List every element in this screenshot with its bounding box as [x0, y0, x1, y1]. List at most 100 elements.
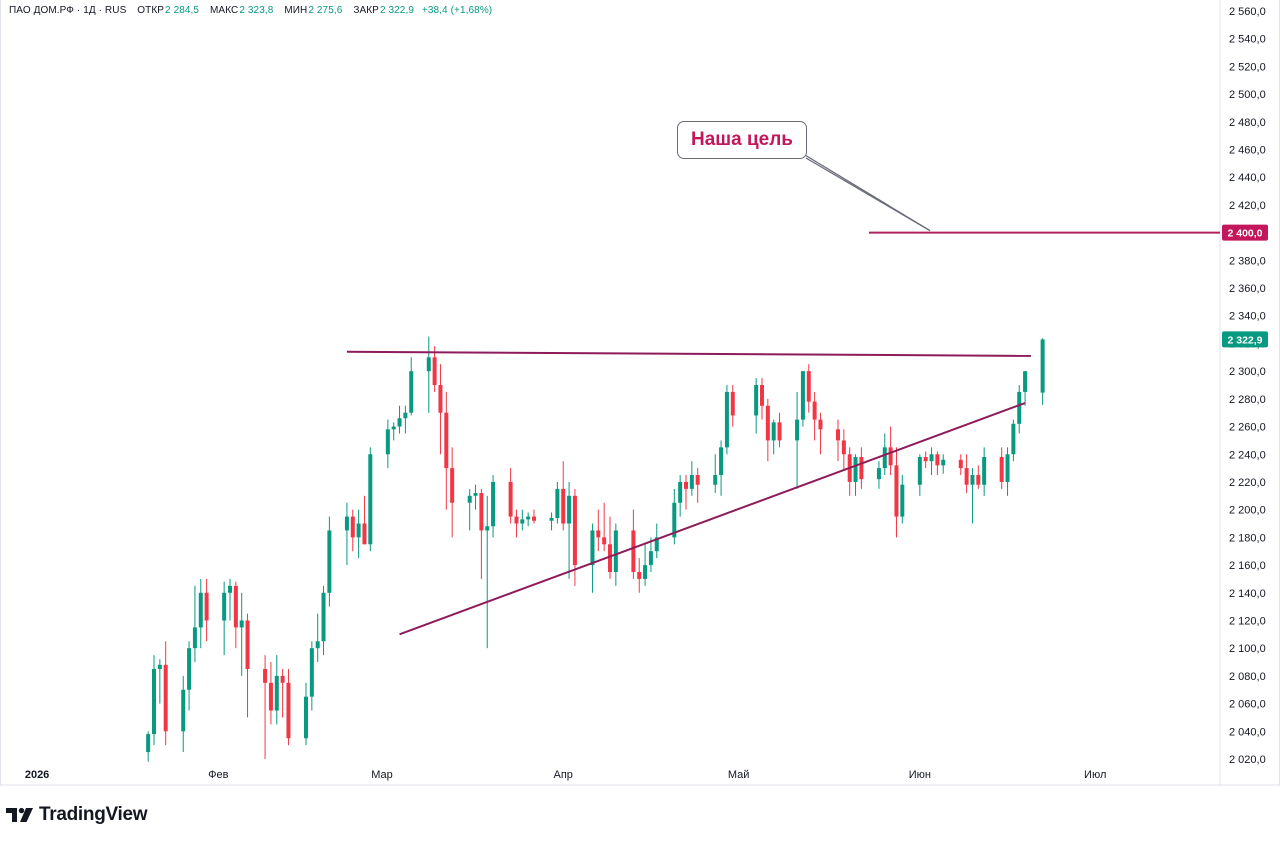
candle-body	[280, 675, 285, 683]
candle-body	[596, 530, 601, 538]
price-tick-label: 2 440,0	[1229, 172, 1266, 184]
resistance-trendline	[346, 350, 1031, 357]
candle-body	[1023, 371, 1028, 392]
price-tick-label: 2 300,0	[1229, 366, 1266, 378]
candle-body	[268, 682, 273, 711]
candle-body	[549, 517, 554, 521]
price-tick-label: 2 360,0	[1229, 283, 1266, 295]
price-tick-label: 2 040,0	[1229, 726, 1266, 738]
candle-body	[836, 429, 840, 441]
price-tick-label: 2 180,0	[1229, 532, 1266, 544]
candle-body	[561, 488, 566, 524]
price-tick-label: 2 260,0	[1229, 422, 1266, 434]
candle-body	[309, 648, 314, 697]
price-tick-label: 2 420,0	[1229, 200, 1266, 212]
candle-body	[286, 682, 291, 739]
candle-body	[567, 495, 572, 524]
price-tick-label: 2 120,0	[1229, 615, 1266, 627]
last-price-badge	[1222, 331, 1268, 348]
price-tick-label: 2 500,0	[1229, 89, 1266, 101]
candle-body	[526, 516, 531, 520]
candle-body	[163, 664, 168, 732]
candle-body	[350, 516, 355, 538]
candle-body	[917, 457, 922, 485]
time-tick-label: Фев	[208, 769, 228, 781]
candle-body	[970, 475, 975, 485]
target-price-badge-label: 2 400,0	[1227, 228, 1262, 240]
tradingview-brand[interactable]: TradingView	[6, 803, 148, 827]
candle-body	[1005, 454, 1010, 482]
legend-low-label: МИН	[284, 5, 308, 16]
time-tick-label: 2026	[25, 769, 49, 781]
candle-body	[204, 592, 209, 621]
candle-body	[157, 664, 162, 669]
price-tick-label: 2 380,0	[1229, 255, 1266, 267]
candle-body	[438, 385, 443, 413]
candle-body	[795, 419, 800, 441]
legend-change-value: +38,4 (+1,68%)	[421, 5, 493, 16]
price-tick-label: 2 100,0	[1229, 643, 1266, 655]
legend-high-label: МАКС	[210, 5, 239, 16]
candle-body	[958, 459, 963, 469]
price-tick-label: 2 340,0	[1229, 311, 1266, 323]
price-tick-label: 2 240,0	[1229, 449, 1266, 461]
time-tick-label: Июн	[909, 769, 931, 781]
candle-body	[935, 454, 940, 466]
candle-body	[613, 530, 618, 572]
candle-body	[900, 484, 905, 517]
candle-body	[964, 468, 969, 485]
candle-body	[409, 371, 414, 413]
candle-body	[631, 530, 636, 572]
legend-symbol: ПАО ДОМ.РФ · 1Д · RUS	[9, 5, 127, 16]
candle-body	[245, 620, 250, 669]
last-price-badge-label: 2 322,9	[1227, 334, 1262, 346]
support-trendline	[399, 402, 1026, 636]
legend-open-label: ОТКР	[137, 5, 165, 16]
candle-body	[800, 371, 805, 420]
legend-close-value: 2 322,9	[379, 5, 415, 16]
candle-body	[684, 481, 688, 489]
target-callout[interactable]: Наша цель	[677, 121, 807, 159]
candle-body	[654, 537, 659, 552]
price-tick-label: 2 200,0	[1229, 505, 1266, 517]
candle-body	[192, 627, 197, 649]
candle-body	[444, 412, 449, 469]
candle-body	[754, 385, 759, 416]
price-tick-label: 2 020,0	[1229, 754, 1266, 766]
candle-body	[274, 675, 279, 711]
candle-body	[941, 459, 946, 466]
legend-high-value: 2 323,8	[239, 5, 274, 16]
candle-body	[344, 516, 349, 531]
candle-body	[730, 391, 735, 416]
candle-body	[678, 481, 683, 503]
candle-body	[929, 454, 934, 462]
candle-body	[1011, 423, 1016, 455]
callout-pointer-line	[805, 157, 931, 232]
price-tick-label: 2 080,0	[1229, 671, 1266, 683]
candle-body	[672, 502, 677, 538]
legend-close-label: ЗАКР	[353, 5, 379, 16]
candle-body	[572, 495, 577, 566]
candle-body	[812, 401, 817, 420]
candle-body	[602, 537, 607, 545]
candle-body	[643, 565, 648, 579]
candle-body	[321, 592, 326, 642]
candle-body	[222, 592, 227, 621]
candle-body	[608, 544, 612, 572]
candle-body	[368, 454, 373, 545]
candle-body	[876, 468, 881, 480]
price-tick-label: 2 520,0	[1229, 61, 1266, 73]
candle-body	[146, 734, 151, 753]
tradingview-wordmark: TradingView	[39, 804, 148, 825]
time-tick-label: Мар	[371, 769, 393, 781]
candle-body	[198, 592, 203, 628]
candle-body	[491, 481, 496, 527]
candle-body	[514, 516, 519, 524]
time-tick-label: Май	[728, 769, 750, 781]
candle-body	[719, 447, 724, 476]
candle-body	[403, 412, 408, 419]
candle-body	[555, 488, 560, 518]
price-tick-label: 2 160,0	[1229, 560, 1266, 572]
